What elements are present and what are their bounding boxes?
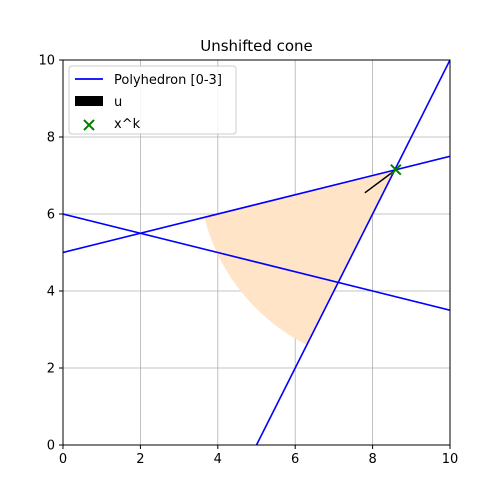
polyhedron-lines xyxy=(63,60,450,445)
chart-title: Unshifted cone xyxy=(200,37,313,55)
polyhedron-line-1 xyxy=(63,155,450,254)
legend-label: Polyhedron [0-3] xyxy=(114,73,222,88)
legend: Polyhedron [0-3] u x^k xyxy=(68,65,237,135)
x-tick-label: 0 xyxy=(59,452,67,467)
y-tick-label: 8 xyxy=(47,131,55,146)
iterate-marker-xk xyxy=(390,164,402,176)
polyhedron-line-2 xyxy=(255,60,450,445)
marker-stroke xyxy=(390,164,402,176)
legend-entry: x^k xyxy=(83,117,141,132)
cone-region xyxy=(204,169,396,346)
x-tick-label: 10 xyxy=(442,452,459,467)
legend-label: x^k xyxy=(114,117,141,132)
x-tick-label: 2 xyxy=(136,452,144,467)
y-tick-label: 0 xyxy=(47,439,55,454)
axis-ticks: 0 2 4 6 8 10 0 2 4 6 8 10 xyxy=(38,54,458,468)
y-tick-label: 6 xyxy=(47,208,55,223)
x-tick-label: 4 xyxy=(214,452,222,467)
legend-marker-swatch xyxy=(83,119,95,131)
legend-entry: u xyxy=(75,95,122,110)
y-tick-label: 10 xyxy=(38,54,55,69)
polyhedron-line-0 xyxy=(63,213,450,312)
legend-box xyxy=(68,65,237,135)
x-tick-label: 6 xyxy=(291,452,299,467)
cone-region-layer xyxy=(204,169,396,346)
legend-patch-swatch xyxy=(75,96,103,106)
iterate-point-layer xyxy=(390,164,402,176)
legend-entry: Polyhedron [0-3] xyxy=(75,73,222,88)
y-tick-label: 2 xyxy=(47,362,55,377)
legend-label: u xyxy=(114,95,122,110)
axes-frame xyxy=(62,59,451,446)
y-tick-label: 4 xyxy=(47,285,55,300)
x-tick-label: 8 xyxy=(368,452,376,467)
